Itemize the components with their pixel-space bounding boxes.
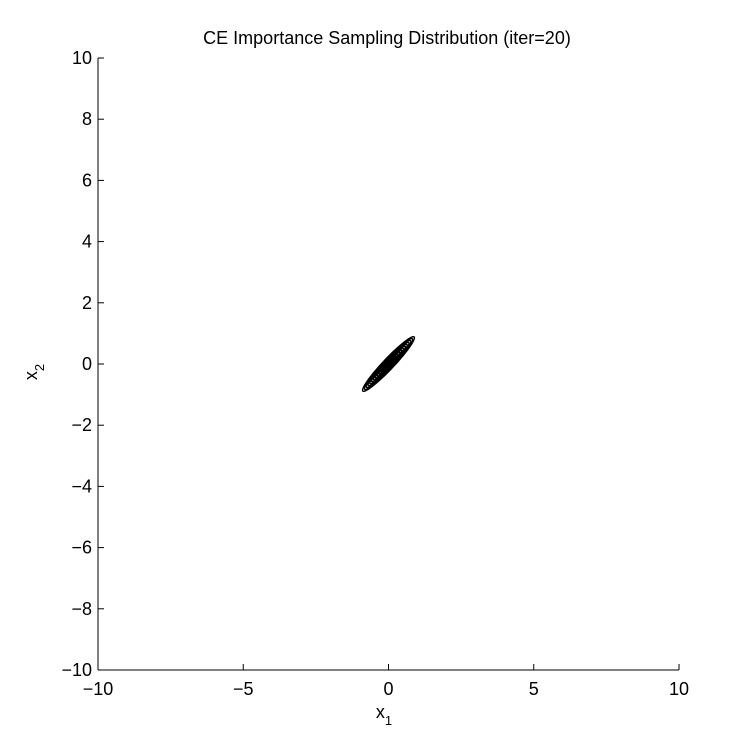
y-tick-label: −10 — [61, 660, 92, 680]
y-tick-label: 6 — [82, 170, 92, 190]
x-tick-label: 0 — [383, 679, 393, 699]
y-tick-label: −4 — [71, 476, 92, 496]
y-tick-label: 0 — [82, 354, 92, 374]
y-tick-label: 10 — [72, 48, 92, 68]
y-tick-label: −8 — [71, 599, 92, 619]
y-axis-label: x2 — [21, 364, 47, 380]
x-tick-label: 5 — [529, 679, 539, 699]
y-tick-label: −6 — [71, 538, 92, 558]
contour-lines — [361, 335, 416, 393]
y-tick-label: 2 — [82, 293, 92, 313]
y-ticks: −10 −8 −6 −4 −2 0 2 4 6 8 10 — [61, 48, 104, 680]
x-tick-label: −5 — [233, 679, 254, 699]
x-axis-label: x1 — [376, 702, 392, 728]
y-tick-label: 4 — [82, 232, 92, 252]
plot-area: −10 −5 0 5 10 −10 −8 −6 −4 −2 0 2 4 6 8 10 — [61, 48, 689, 699]
x-tick-label: 10 — [669, 679, 689, 699]
x-tick-label: −10 — [83, 679, 114, 699]
chart-title: CE Importance Sampling Distribution (ite… — [203, 28, 571, 48]
y-tick-label: 8 — [82, 109, 92, 129]
contour-line — [387, 362, 390, 366]
y-tick-label: −2 — [71, 415, 92, 435]
x-ticks: −10 −5 0 5 10 — [83, 664, 689, 699]
